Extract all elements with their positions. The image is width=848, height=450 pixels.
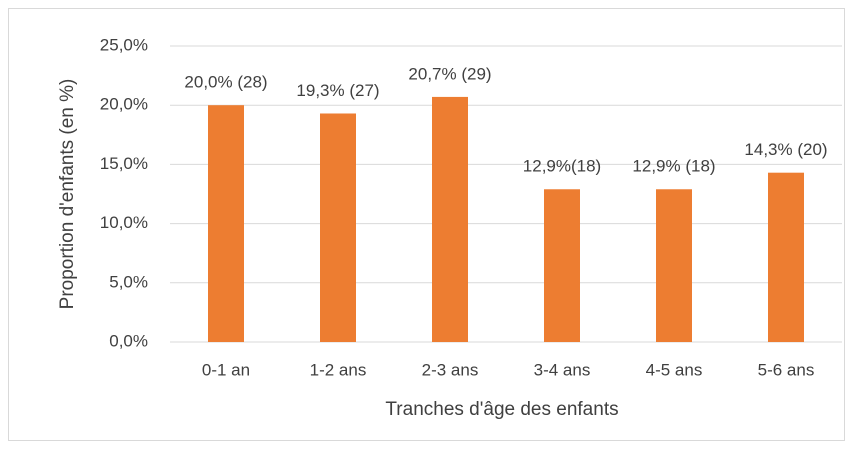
chart-border xyxy=(8,8,845,441)
x-tick-label: 5-6 ans xyxy=(758,360,815,379)
value-label: 12,9% (18) xyxy=(632,157,715,176)
x-tick-label: 0-1 an xyxy=(202,360,250,379)
x-tick-label: 3-4 ans xyxy=(534,360,591,379)
y-tick-label: 0,0% xyxy=(109,331,148,350)
bar xyxy=(432,96,468,342)
y-tick-label: 15,0% xyxy=(100,154,148,173)
bar xyxy=(320,113,356,342)
y-axis-title: Proportion d'enfants (en %) xyxy=(57,79,78,310)
x-axis-title: Tranches d'âge des enfants xyxy=(385,399,618,420)
y-tick-label: 5,0% xyxy=(109,272,148,291)
bar xyxy=(768,172,804,342)
x-tick-label: 2-3 ans xyxy=(422,360,479,379)
value-label: 14,3% (20) xyxy=(744,140,827,159)
value-label: 19,3% (27) xyxy=(296,81,379,100)
y-tick-label: 20,0% xyxy=(100,95,148,114)
bar xyxy=(208,105,244,342)
value-label: 20,7% (29) xyxy=(408,64,491,83)
bar xyxy=(656,189,692,342)
value-label: 12,9%(18) xyxy=(523,157,601,176)
value-label: 20,0% (28) xyxy=(184,73,267,92)
x-tick-label: 1-2 ans xyxy=(310,360,367,379)
y-tick-label: 10,0% xyxy=(100,213,148,232)
bar xyxy=(544,189,580,342)
y-tick-label: 25,0% xyxy=(100,35,148,54)
x-tick-label: 4-5 ans xyxy=(646,360,703,379)
